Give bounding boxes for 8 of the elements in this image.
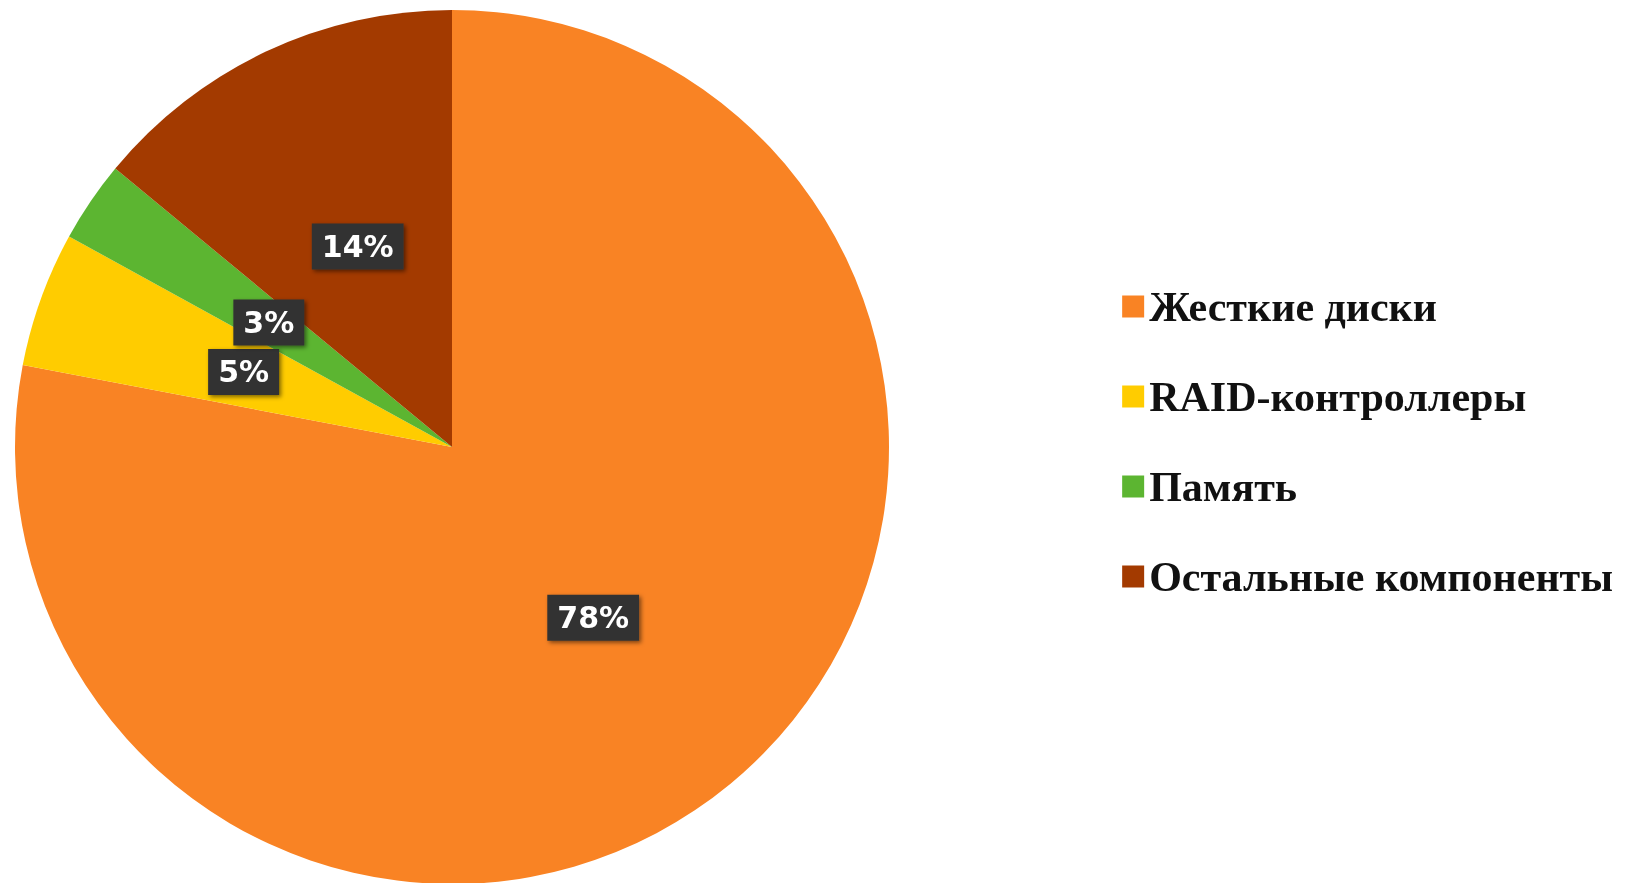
data-label: 14%	[321, 229, 394, 265]
legend-label: Память	[1149, 463, 1297, 510]
legend-label: Жесткие диски	[1149, 283, 1438, 330]
data-label: 78%	[557, 600, 630, 636]
legend-label: RAID-контроллеры	[1149, 373, 1527, 420]
data-label: 5%	[218, 354, 270, 390]
data-label: 3%	[243, 305, 295, 340]
legend-label: Остальные компоненты	[1149, 553, 1614, 600]
